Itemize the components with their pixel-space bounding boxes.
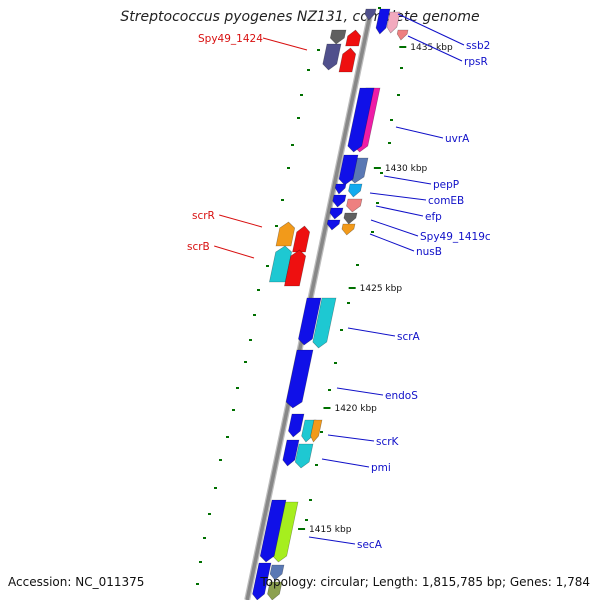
gene-red-scrB bbox=[284, 249, 307, 287]
gene-secA-blue bbox=[259, 499, 287, 563]
gene-nusB bbox=[341, 223, 356, 236]
kbp-tick-label-2: 1425 kbp bbox=[360, 284, 403, 294]
accession-text: Accession: NC_011375 bbox=[8, 575, 145, 589]
gene-blue-184 bbox=[334, 183, 347, 195]
gene-scrA bbox=[312, 297, 337, 349]
gene-label-uvrA: uvrA bbox=[445, 133, 470, 145]
gene-label-scrB: scrB bbox=[187, 241, 210, 253]
gene-blue-195 bbox=[332, 194, 347, 208]
gene-efp bbox=[346, 198, 363, 213]
gene-pmi bbox=[294, 443, 314, 469]
gene-rpsR bbox=[396, 29, 409, 41]
gene-Spy49_1424 bbox=[322, 43, 342, 71]
gene-ssb2-top bbox=[364, 8, 377, 21]
kbp-tick-label-1: 1430 kbp bbox=[385, 164, 428, 174]
kbp-tick-label-3: 1420 kbp bbox=[334, 404, 377, 414]
gene-label-pmi: pmi bbox=[371, 462, 391, 474]
gene-scrK-orange bbox=[310, 419, 323, 443]
topology-text: Topology: circular; Length: 1,815,785 bp… bbox=[260, 575, 590, 589]
leader-rpsR bbox=[407, 35, 463, 62]
kbp-tick-label-4: 1415 kbp bbox=[309, 525, 352, 535]
gene-red-upper-2 bbox=[338, 47, 357, 73]
gene-scrK-blue bbox=[288, 413, 305, 438]
gene-secA-next bbox=[269, 564, 285, 581]
leader-ssb2 bbox=[397, 13, 465, 46]
leader-pepP bbox=[383, 175, 432, 185]
gene-comEB bbox=[348, 183, 363, 198]
leader-comEB bbox=[369, 192, 427, 201]
gene-endoS bbox=[285, 349, 314, 409]
gene-scrR bbox=[275, 221, 296, 247]
gene-label-endoS: endoS bbox=[385, 390, 418, 402]
gene-label-scrK: scrK bbox=[376, 436, 400, 448]
gene-Spy49_1424-gray bbox=[329, 29, 347, 45]
gene-label-Spy49_1419c: Spy49_1419c bbox=[420, 231, 491, 243]
leader-scrR bbox=[219, 214, 263, 228]
gene-label-ssb2: ssb2 bbox=[466, 40, 490, 52]
leader-efp bbox=[375, 205, 424, 217]
gene-scrB bbox=[269, 245, 293, 283]
leader-scrA bbox=[347, 327, 396, 337]
gene-bottom-blue bbox=[252, 562, 272, 600]
gene-label-secA: secA bbox=[357, 539, 383, 551]
leader-endoS bbox=[336, 387, 384, 396]
gene-label-comEB: comEB bbox=[428, 195, 464, 207]
gene-label-nusB: nusB bbox=[416, 246, 442, 258]
gene-bottom-olive bbox=[267, 581, 283, 600]
gene-label-Spy49_1424: Spy49_1424 bbox=[198, 33, 263, 45]
gene-ssb2-blue bbox=[375, 8, 391, 35]
gene-label-scrR: scrR bbox=[192, 210, 215, 222]
gene-label-scrA: scrA bbox=[397, 331, 421, 343]
gene-label-rpsR: rpsR bbox=[464, 56, 488, 68]
kbp-tick-label-0: 1435 kbp bbox=[410, 43, 453, 53]
gene-red-scrR bbox=[292, 225, 311, 253]
leader-nusB bbox=[369, 233, 415, 252]
gene-label-efp: efp bbox=[425, 211, 442, 223]
leader-pmi bbox=[321, 458, 370, 468]
gene-ssb2 bbox=[386, 11, 401, 34]
leader-scrB bbox=[214, 245, 255, 259]
gene-scrA-blue bbox=[298, 297, 322, 346]
gene-blue-208 bbox=[329, 207, 344, 220]
leader-uvrA bbox=[395, 126, 444, 139]
leader-secA bbox=[308, 536, 356, 545]
gene-blue-155 bbox=[338, 154, 359, 186]
leader-Spy49_1419c bbox=[370, 219, 419, 237]
gene-Spy49_1419c bbox=[343, 212, 358, 225]
gene-red-upper-1 bbox=[345, 29, 362, 47]
leader-scrK bbox=[327, 434, 375, 442]
leader-Spy49_1424 bbox=[262, 37, 308, 51]
gene-uvrA-blue bbox=[347, 87, 375, 153]
gene-label-pepP: pepP bbox=[433, 179, 459, 191]
gene-blue-220 bbox=[326, 219, 341, 231]
gene-pmi-blue bbox=[282, 439, 300, 467]
